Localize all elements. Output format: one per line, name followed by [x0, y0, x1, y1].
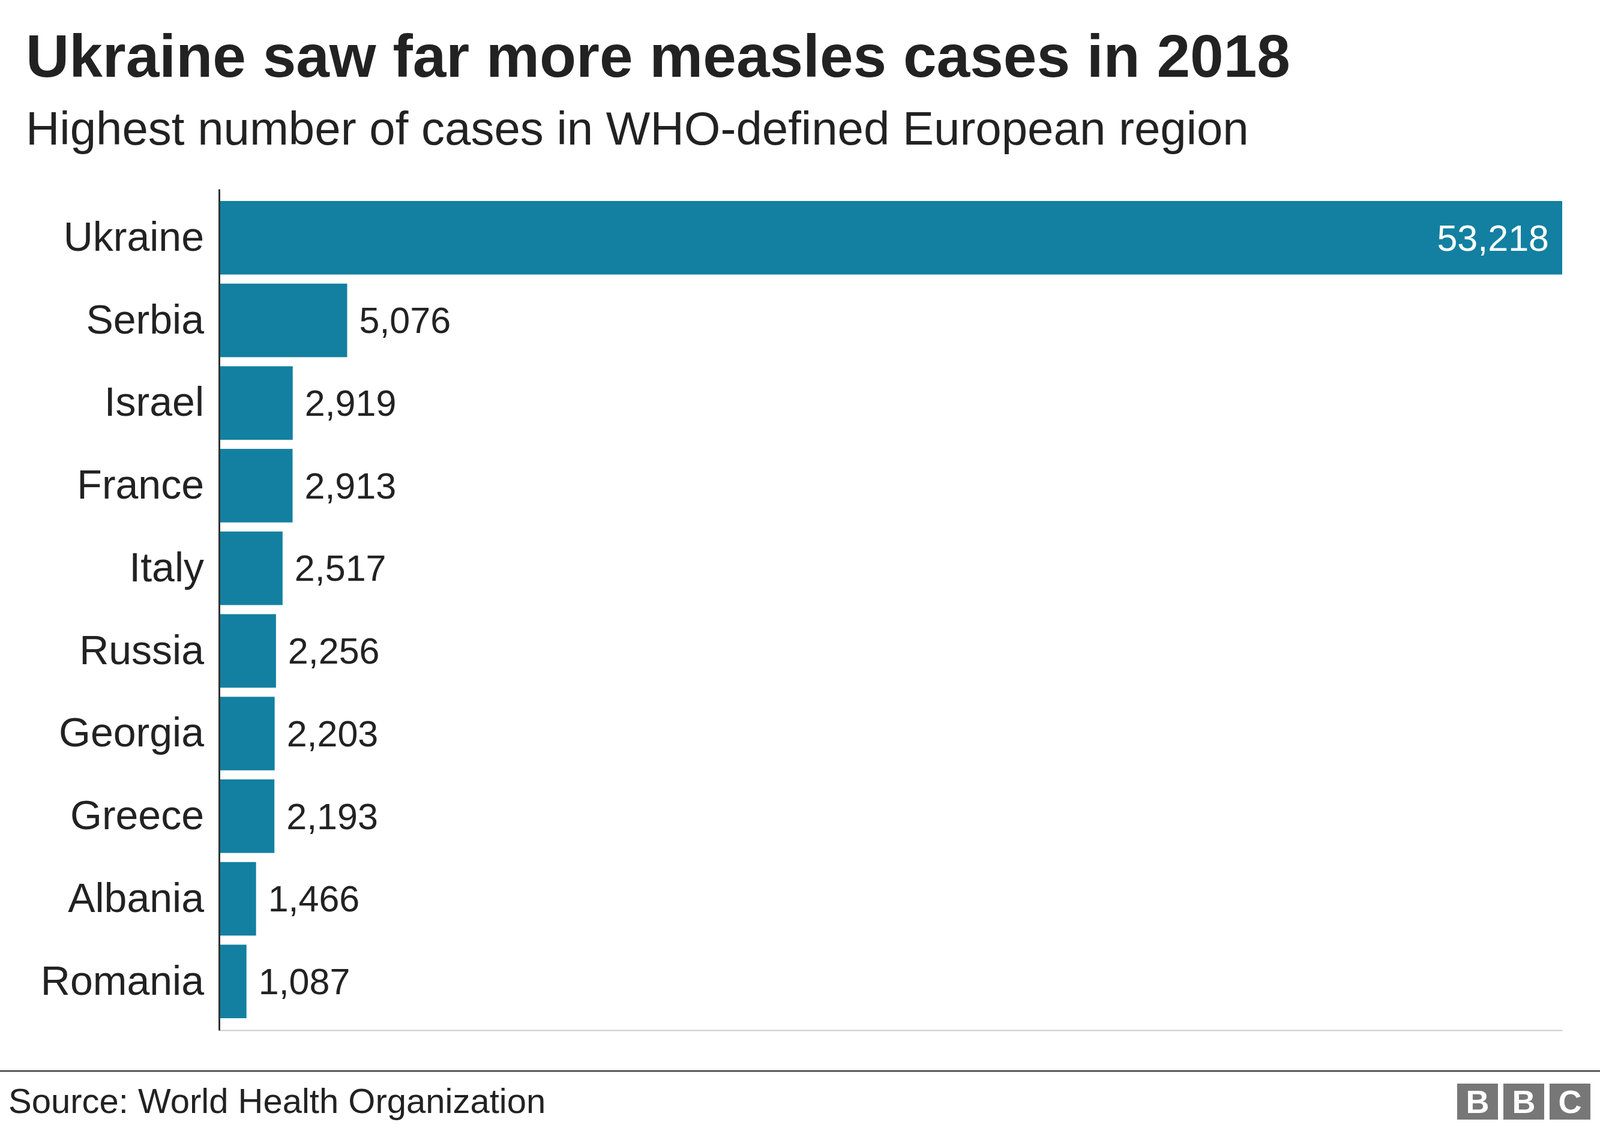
bar: [219, 366, 293, 440]
y-tick: Romania: [40, 957, 220, 1004]
chart: Ukraine saw far more measles cases in 20…: [0, 0, 1600, 1125]
bar: [219, 862, 257, 937]
category-label: Greece: [70, 792, 205, 838]
logo-box: [1549, 1083, 1591, 1120]
title: Ukraine saw far more measles cases in 20…: [25, 22, 1291, 90]
logo-letter: C: [1558, 1083, 1582, 1120]
logo: BBC: [1457, 1083, 1591, 1120]
bar: [219, 614, 277, 689]
data-label: 2,193: [286, 796, 379, 838]
y-tick: Italy: [129, 544, 220, 590]
logo-letter: B: [1512, 1083, 1536, 1120]
category-label: Italy: [129, 544, 205, 590]
y-axis-line: [218, 189, 221, 1032]
category-label: Serbia: [85, 296, 205, 343]
bars: [219, 201, 1563, 1019]
x-axis-line: [219, 1030, 1563, 1032]
bar: [219, 944, 247, 1019]
category-label: Ukraine: [63, 213, 205, 260]
logo-letter: B: [1466, 1083, 1490, 1120]
y-axis: Ukraine Serbia Israel France Italy Russia Geor…: [40, 189, 220, 1032]
y-tick: Georgia: [58, 709, 220, 755]
data-label: 5,076: [358, 300, 451, 341]
y-tick: Ukraine: [63, 213, 220, 260]
category-label: Georgia: [58, 709, 205, 755]
logo-box: [1457, 1083, 1498, 1120]
logo-box: [1503, 1083, 1545, 1120]
data-label: 2,517: [294, 547, 387, 589]
category-label: Albania: [67, 875, 205, 921]
footer-rule: [0, 1070, 1600, 1072]
category-label: Russia: [79, 627, 205, 673]
bar: [219, 283, 347, 358]
bar: [219, 201, 1563, 275]
data-label: 2,256: [288, 630, 380, 672]
data-labels: 53,218 5,076 2,919 2,913 2,517 2,256 2,203 2,19…: [258, 217, 1549, 1003]
category-label: France: [76, 461, 205, 508]
source: Source: World Health Organization: [8, 1081, 546, 1121]
y-tick: Israel: [104, 378, 220, 425]
y-tick: Serbia: [85, 296, 220, 343]
subtitle: Highest number of cases in WHO-defined E…: [25, 102, 1249, 155]
bar: [219, 531, 283, 606]
data-label: 2,203: [286, 713, 379, 755]
logo-text: BBC: [1466, 1083, 1582, 1120]
y-tick: Greece: [70, 792, 220, 838]
bar: [219, 696, 275, 771]
y-tick: Russia: [79, 627, 220, 673]
data-label: 1,087: [258, 961, 351, 1003]
category-label: Israel: [104, 378, 205, 425]
data-label: 2,913: [304, 465, 397, 507]
data-label: 53,218: [1436, 217, 1549, 259]
category-label: Romania: [40, 957, 205, 1004]
x-axis: [219, 1030, 1563, 1032]
y-tick: Albania: [67, 875, 220, 921]
y-tick: France: [76, 461, 220, 508]
bar: [219, 779, 275, 854]
data-label: 1,466: [268, 878, 361, 920]
data-label: 2,919: [304, 382, 397, 424]
bar: [219, 448, 293, 523]
